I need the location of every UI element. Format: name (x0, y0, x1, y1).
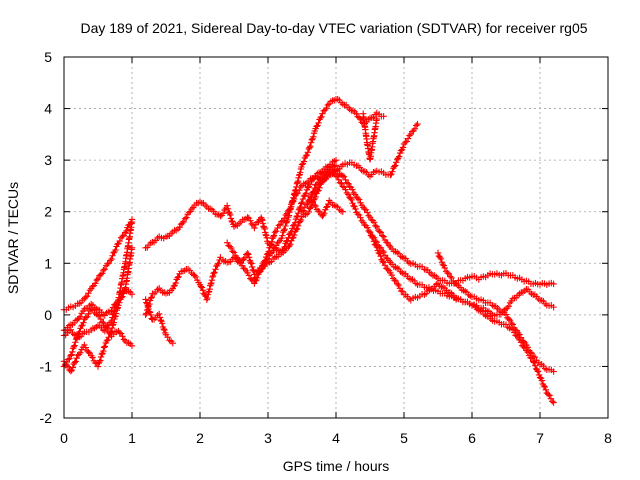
series-trace-j (360, 110, 380, 163)
y-tick-label: 3 (44, 152, 52, 168)
grid-lines (64, 57, 608, 418)
y-tick-label: 4 (44, 101, 52, 117)
chart-title: Day 189 of 2021, Sidereal Day-to-day VTE… (80, 20, 587, 36)
series-trace-i (224, 95, 387, 287)
series-trace-g (142, 162, 340, 256)
x-tick-label: 1 (128, 430, 136, 446)
y-tick-label: -1 (40, 358, 53, 374)
y-tick-label: 1 (44, 255, 52, 271)
series-markers (224, 95, 387, 287)
x-tick-label: 8 (604, 430, 612, 446)
plot-frame (63, 56, 609, 419)
series-trace-m (298, 164, 557, 319)
x-tick-label: 0 (60, 430, 68, 446)
x-tick-label: 6 (468, 430, 476, 446)
series-markers (298, 164, 557, 319)
series-markers (305, 193, 346, 220)
series-trace-p (305, 193, 346, 220)
y-axis-label: SDTVAR / TECUs (5, 182, 21, 294)
x-tick-label: 5 (400, 430, 408, 446)
y-tick-label: -2 (40, 410, 53, 426)
x-tick-label: 3 (264, 430, 272, 446)
x-tick-label: 7 (536, 430, 544, 446)
x-axis-label: GPS time / hours (283, 458, 390, 474)
y-tick-label: 0 (44, 307, 52, 323)
x-tick-label: 4 (332, 430, 340, 446)
series-markers (360, 110, 380, 163)
series-markers (366, 229, 557, 406)
series-markers (434, 249, 557, 375)
y-tick-label: 2 (44, 204, 52, 220)
x-tick-label: 2 (196, 430, 204, 446)
series-trace-n (366, 229, 557, 406)
y-tick-label: 5 (44, 49, 52, 65)
series-markers (142, 162, 340, 256)
data-series (60, 95, 557, 406)
series-trace-o (434, 249, 557, 375)
